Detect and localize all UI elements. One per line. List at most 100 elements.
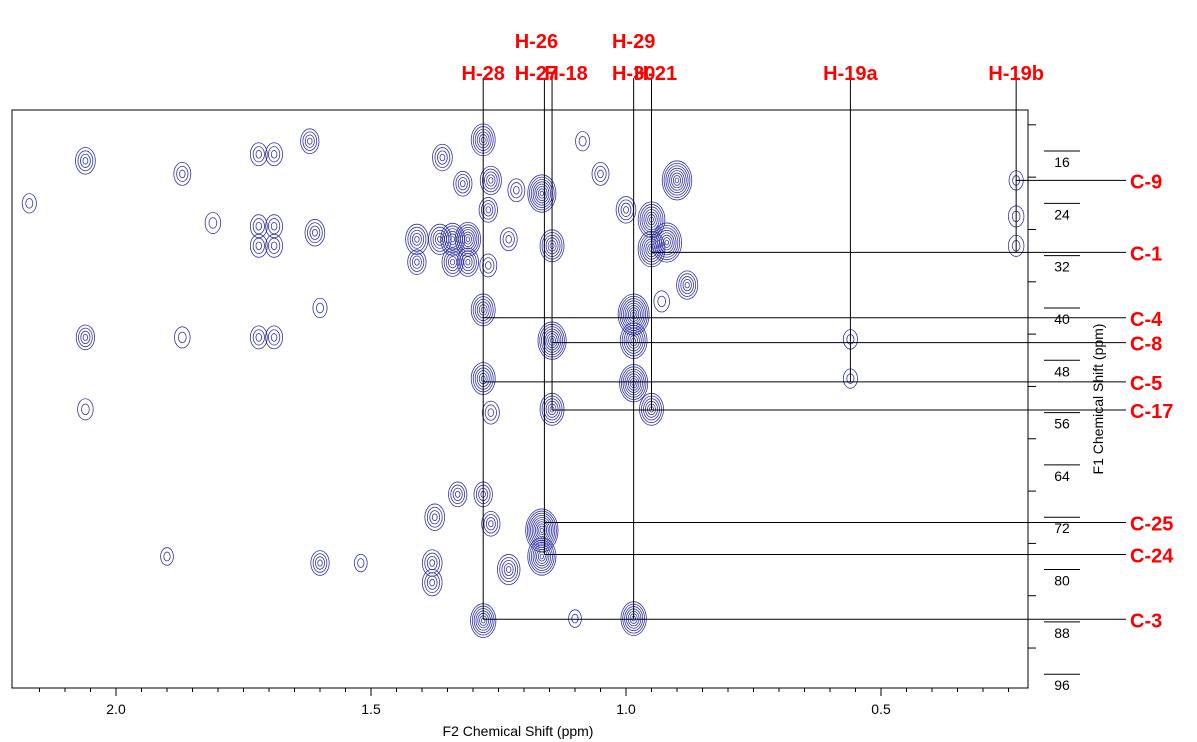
contour-peak [676, 270, 699, 300]
contour-ring [426, 575, 438, 590]
contour-ring [578, 135, 587, 147]
contour-ring [484, 404, 497, 421]
contour-ring [684, 281, 690, 289]
contour-peak [456, 247, 479, 277]
y-tick-label: 16 [1054, 154, 1070, 170]
contour-ring [409, 229, 425, 249]
contour-ring [432, 143, 453, 172]
contour-ring [537, 551, 546, 562]
contour-ring [357, 558, 365, 568]
y-tick-label: 88 [1054, 625, 1070, 641]
contour-ring [499, 227, 518, 252]
contour-ring [594, 165, 607, 182]
contour-ring [265, 233, 284, 258]
axes: 2.0 1.5 1.0 0.5 16 24 32 40 48 56 64 72 80 88 96 [39, 112, 1080, 717]
contour-peak [353, 553, 368, 573]
contour-ring [653, 225, 681, 261]
contour-ring [176, 165, 189, 182]
contour-ring [507, 178, 526, 203]
y-tick-label: 96 [1054, 677, 1070, 693]
contour-peak [481, 510, 501, 537]
contour-ring [465, 258, 471, 266]
contour-peak [75, 324, 96, 351]
carbon-label: C-25 [1130, 513, 1173, 535]
contour-ring [538, 525, 546, 535]
contour-ring [441, 247, 464, 277]
contour-ring [591, 161, 610, 186]
contour-peaks [21, 123, 1025, 638]
contour-ring [458, 226, 478, 252]
contour-ring [268, 146, 281, 163]
contour-ring [653, 290, 670, 313]
contour-peak [615, 196, 637, 224]
y-tick-label: 56 [1054, 416, 1070, 432]
contour-ring [481, 510, 501, 537]
contour-peak [497, 554, 521, 586]
contour-ring [21, 193, 37, 214]
contour-ring [312, 229, 318, 237]
contour-ring [307, 137, 313, 145]
contour-ring [481, 168, 500, 193]
contour-ring [255, 150, 263, 159]
contour-ring [456, 247, 479, 277]
contour-ring [265, 325, 284, 350]
contour-ring [82, 333, 89, 341]
contour-peak [575, 131, 591, 152]
contour-ring [77, 398, 94, 421]
x-tick-label: 0.5 [871, 701, 891, 717]
contour-peak [424, 503, 446, 531]
contour-ring [265, 142, 284, 167]
contour-peak [507, 178, 526, 203]
contour-ring [499, 557, 519, 583]
contour-ring [532, 181, 552, 206]
contour-peak [499, 227, 518, 252]
contour-ring [497, 554, 521, 586]
contour-ring [655, 227, 679, 258]
contour-ring [77, 150, 94, 172]
contour-ring [252, 146, 265, 163]
contour-ring [672, 175, 682, 186]
contour-ring [80, 153, 91, 168]
contour-peak [265, 233, 284, 258]
contour-ring [479, 165, 502, 196]
contour-ring [462, 231, 474, 247]
contour-peak [77, 398, 94, 421]
contour-ring [314, 556, 325, 570]
contour-ring [660, 234, 673, 251]
contour-ring [575, 131, 591, 152]
contour-ring [434, 232, 445, 246]
contour-ring [304, 134, 315, 148]
contour-ring [270, 221, 278, 231]
proton-label: H-19a [823, 63, 878, 85]
contour-ring [460, 229, 476, 250]
contour-ring [424, 503, 446, 531]
contour-ring [539, 527, 544, 533]
contour-ring [421, 568, 443, 597]
contour-ring [533, 519, 551, 542]
x-axis-title: F2 Chemical Shift (ppm) [443, 723, 594, 739]
contour-peak [479, 253, 498, 278]
contour-ring [75, 324, 96, 351]
contour-ring [463, 256, 473, 269]
contour-ring [160, 547, 174, 566]
contour-peak [75, 147, 96, 175]
contour-ring [478, 197, 498, 223]
contour-ring [452, 487, 463, 501]
contour-ring [443, 250, 462, 274]
carbon-label: C-9 [1130, 171, 1162, 193]
contour-ring [455, 173, 471, 194]
contour-ring [503, 563, 514, 577]
contour-ring [414, 258, 420, 266]
contour-peak [653, 290, 670, 313]
contour-ring [459, 250, 477, 274]
carbon-label: C-3 [1130, 610, 1162, 632]
contour-ring [513, 186, 520, 195]
contour-ring [300, 128, 320, 154]
contour-ring [268, 237, 281, 254]
contour-peak [453, 170, 473, 197]
contour-peak [265, 142, 284, 167]
contour-ring [411, 232, 422, 246]
contour-ring [78, 327, 93, 348]
contour-ring [255, 333, 263, 342]
contour-ring [536, 549, 548, 564]
